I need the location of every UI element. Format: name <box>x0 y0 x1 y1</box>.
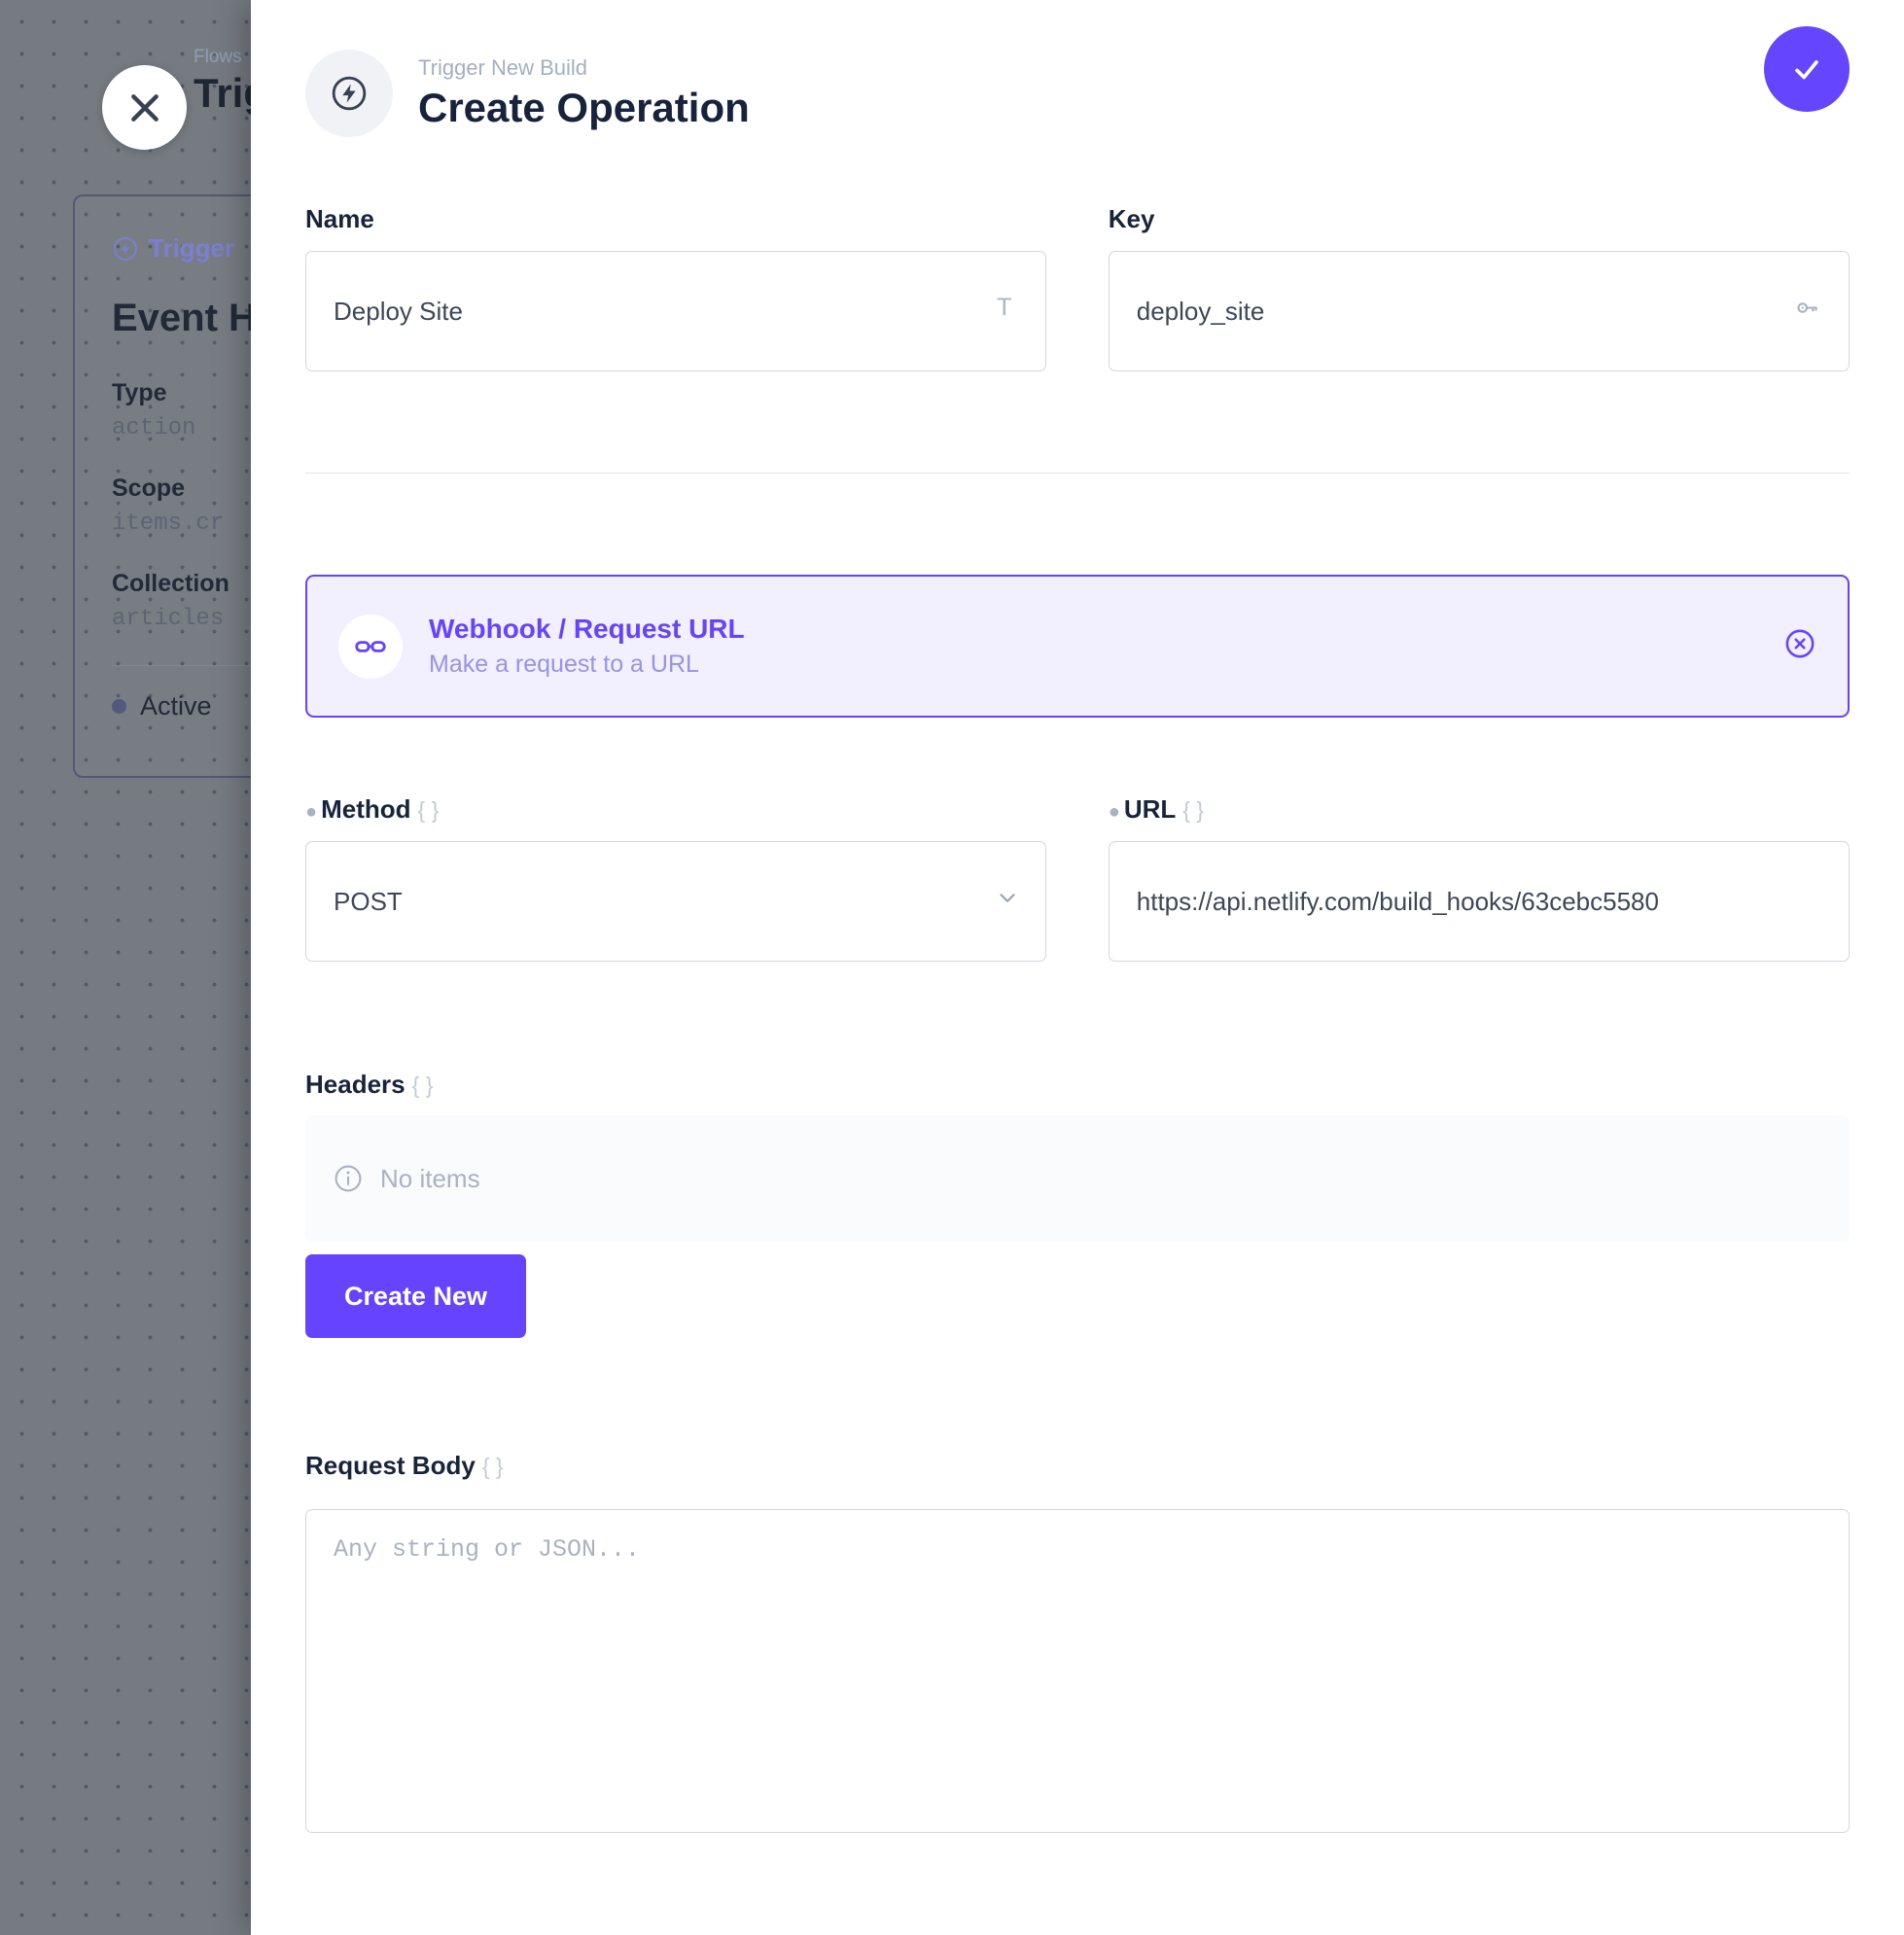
svg-text:T: T <box>997 296 1011 321</box>
